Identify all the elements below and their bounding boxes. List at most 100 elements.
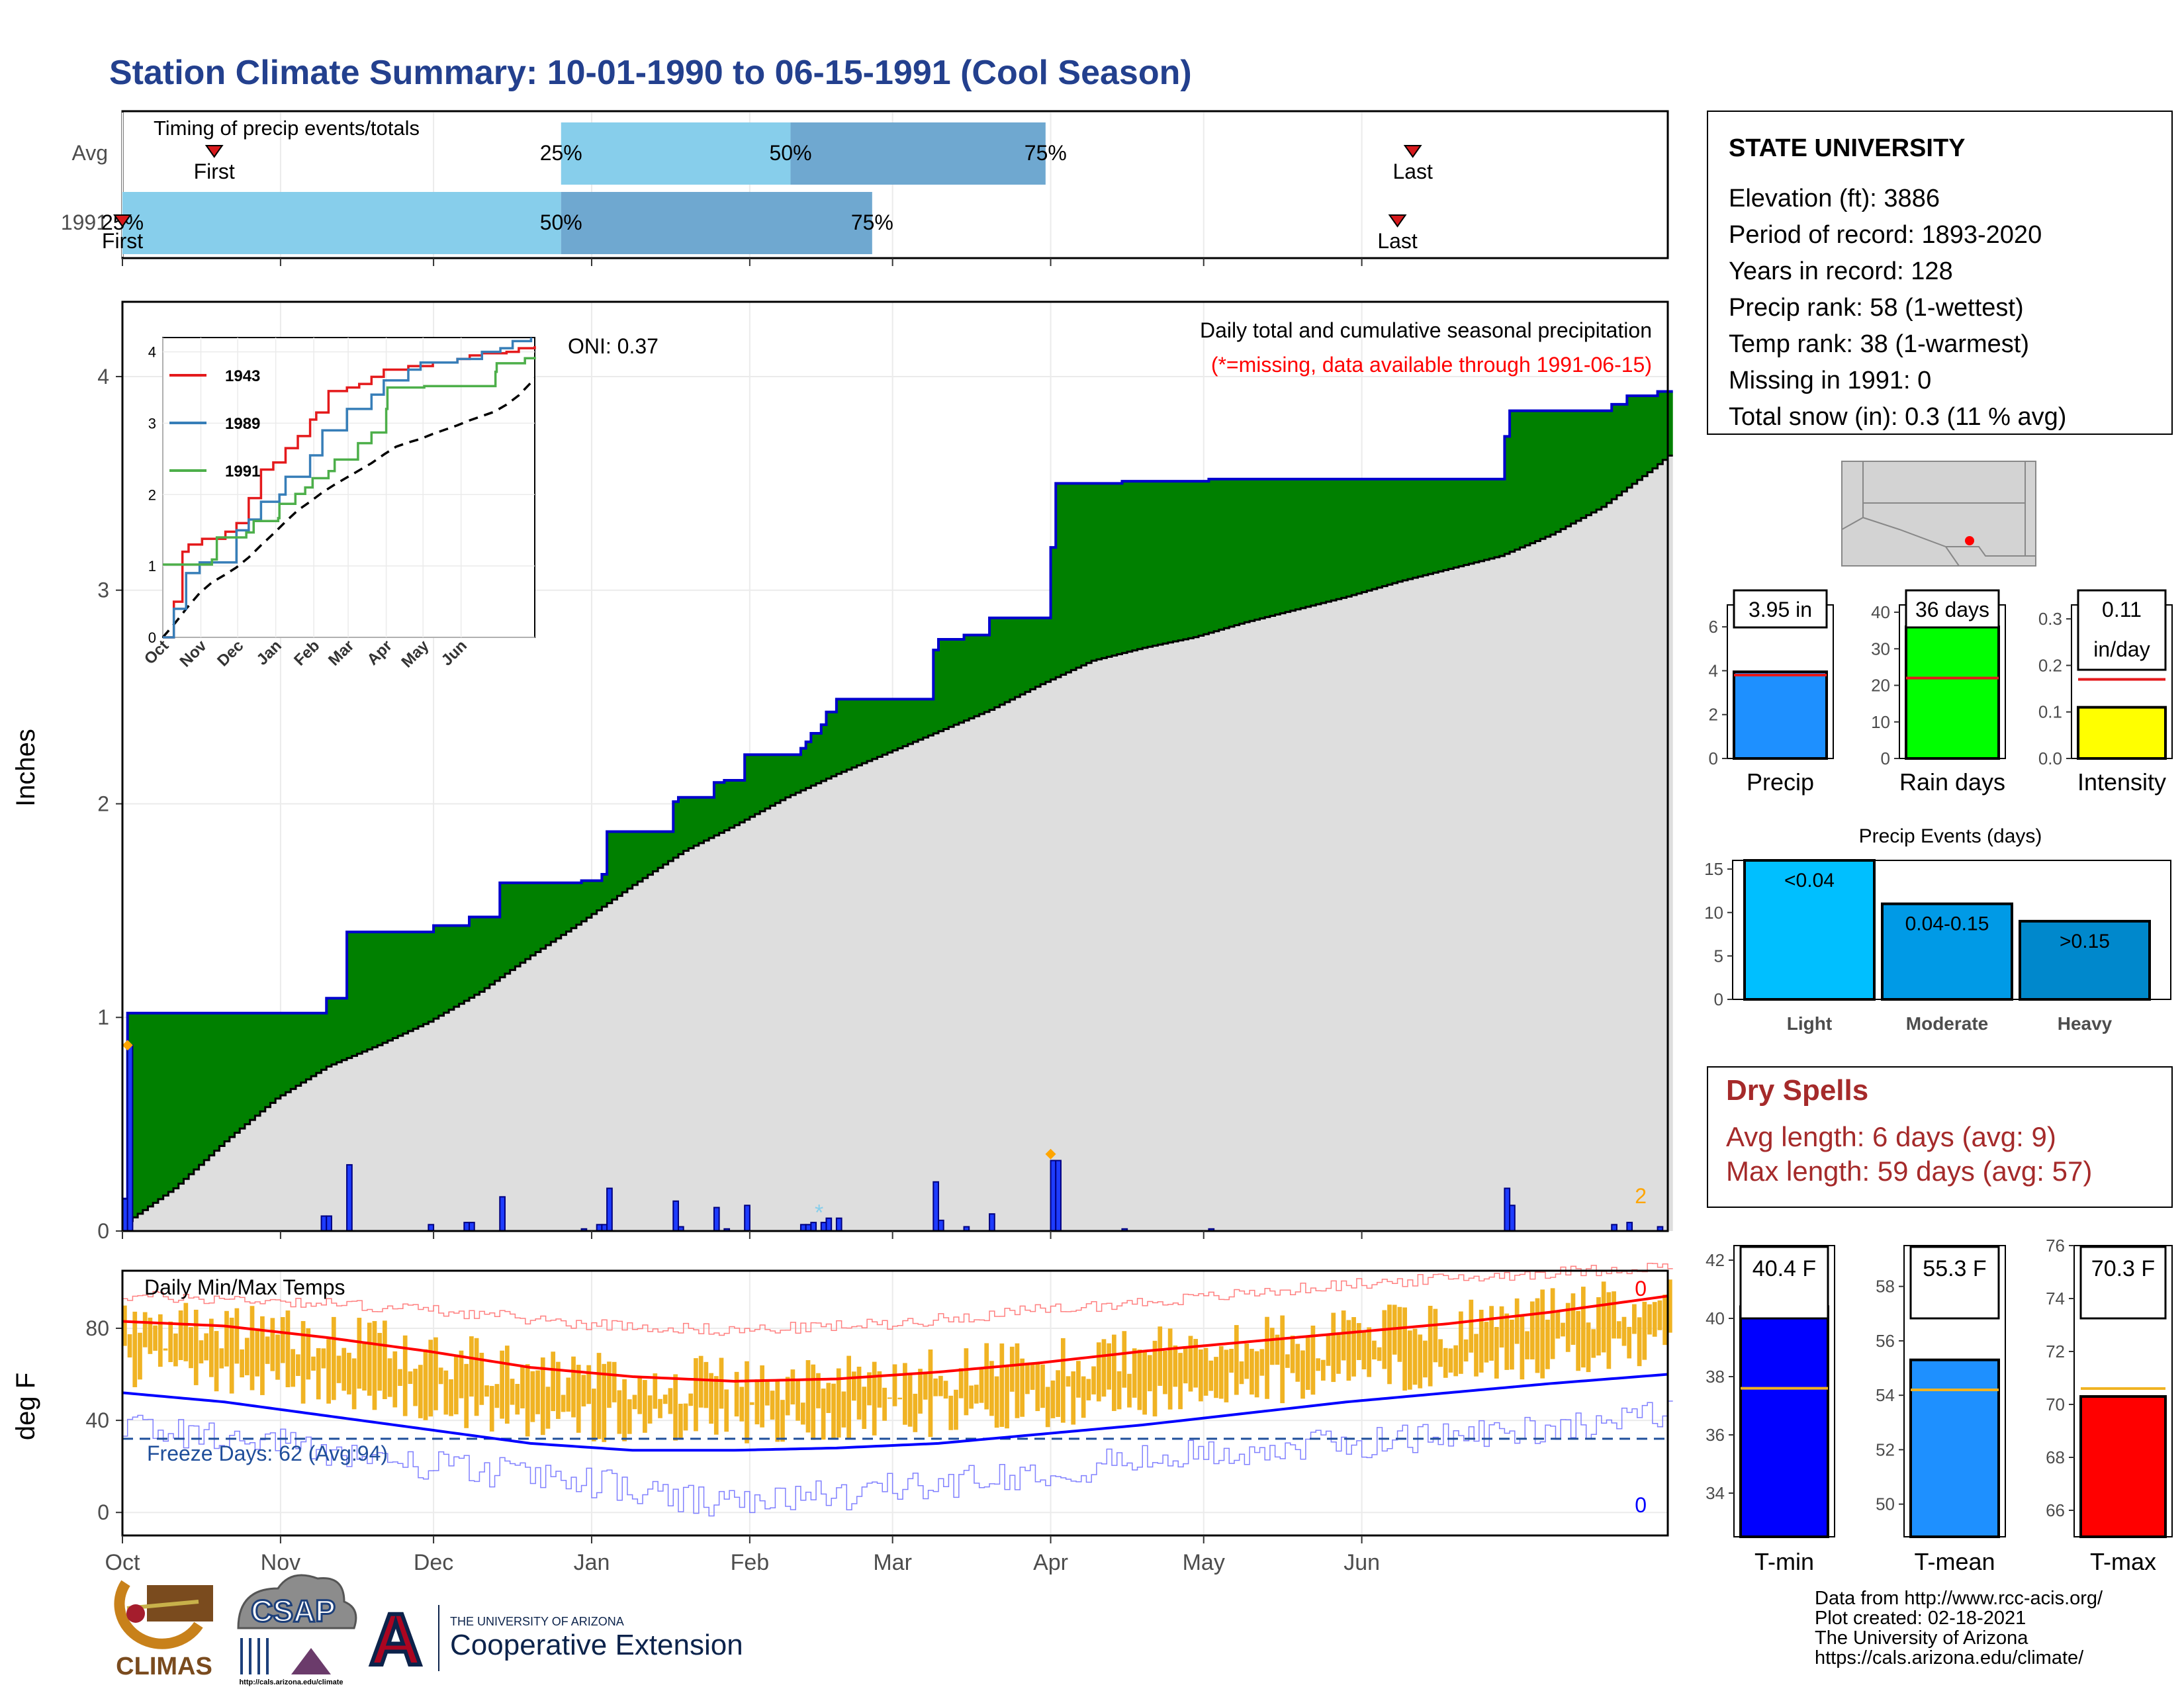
record-min-line	[122, 1400, 1673, 1517]
daily-temp-range-bar	[602, 1363, 607, 1442]
daily-temp-range-bar	[607, 1361, 612, 1408]
timing-quantile-label: 75%	[851, 210, 893, 234]
daily-temp-range-bar	[673, 1374, 678, 1441]
daily-temp-range-bar	[984, 1343, 989, 1410]
daily-temp-range-bar	[1459, 1311, 1463, 1374]
tempbar-ytick-label: 58	[1876, 1277, 1895, 1297]
daily-temp-range-bar	[484, 1385, 489, 1397]
tempbar-ytick-label: 36	[1706, 1425, 1725, 1445]
daily-temp-range-bar	[938, 1375, 943, 1396]
daily-temp-range-bar	[1621, 1316, 1627, 1346]
daily-temp-range-bar	[928, 1349, 933, 1438]
daily-temp-range-bar	[596, 1353, 602, 1440]
daily-temp-range-bar	[1326, 1334, 1331, 1366]
daily-temp-range-bar	[260, 1316, 265, 1395]
daily-temp-range-bar	[556, 1361, 561, 1419]
summary-value-label-Precip: 3.95 in	[1749, 598, 1812, 621]
inset-frame	[162, 337, 535, 638]
map-state-borders	[1841, 461, 2036, 567]
average-cumulative-area	[122, 455, 1673, 1231]
summary-bar-Precip	[1733, 670, 1828, 760]
daily-temp-range-bar	[300, 1321, 306, 1404]
daily-temp-range-bar	[1081, 1376, 1086, 1418]
daily-temp-range-bar	[244, 1338, 250, 1375]
ua-small-text: THE UNIVERSITY OF ARIZONA	[450, 1615, 624, 1628]
daily-temp-range-bar	[678, 1403, 683, 1440]
events-category-label-Light: Light	[1787, 1013, 1832, 1034]
daily-precip-bar	[1509, 1205, 1516, 1232]
tempbar-ytick-label: 70	[2046, 1394, 2065, 1414]
daily-temp-range-bar	[1035, 1363, 1040, 1412]
timing-quantile-label: 50%	[540, 210, 582, 234]
daily-temp-range-bar	[1214, 1357, 1218, 1398]
daily-temp-range-bar	[1244, 1343, 1250, 1379]
daily-temp-range-bar	[1107, 1343, 1112, 1390]
daily-temp-range-bar	[1254, 1351, 1259, 1398]
daily-temp-range-bar	[979, 1368, 984, 1403]
timing-marker-first	[205, 145, 224, 158]
daily-temp-range-bar	[148, 1317, 153, 1354]
daily-temp-range-bar	[1142, 1351, 1147, 1415]
daily-temp-range-bar	[851, 1371, 856, 1401]
precip-events-chart: 0 5 10 15 <0.04 Light 0.04-0.15 Moderate >0.15 He…	[1704, 859, 2171, 1034]
daily-temp-range-bar	[255, 1328, 260, 1377]
daily-temp-range-bar	[612, 1361, 617, 1402]
daily-temp-range-bar	[637, 1376, 643, 1414]
daily-temp-range-bar	[1540, 1289, 1545, 1379]
summary-category-label-Rain days: Rain days	[1899, 768, 2005, 796]
cumulative-1991-line	[122, 390, 1673, 1201]
daily-temp-range-bar	[1510, 1319, 1514, 1370]
daily-temp-range-bar	[1091, 1366, 1096, 1394]
daily-temp-range-bar	[1586, 1322, 1591, 1373]
climas-logo-text: CLIMAS	[116, 1653, 212, 1680]
daily-temp-range-bar	[974, 1385, 979, 1404]
station-location-map	[1841, 461, 2036, 567]
daily-temp-range-bar	[1591, 1329, 1596, 1358]
daily-temp-range-bar	[1535, 1298, 1540, 1373]
daily-temp-range-bar	[219, 1348, 224, 1369]
daily-temp-range-bar	[836, 1368, 841, 1438]
daily-precip-bar	[989, 1213, 995, 1232]
daily-temp-range-bar	[826, 1383, 831, 1413]
daily-temp-range-bar	[433, 1337, 438, 1410]
daily-temp-range-bar	[265, 1336, 270, 1364]
station-info-lines: Elevation (ft): 3886 Period of record: 18…	[1729, 185, 2066, 431]
daily-temp-range-bar	[1601, 1281, 1606, 1353]
daily-precip-bar	[499, 1196, 506, 1232]
daily-temp-range-bar	[627, 1399, 632, 1434]
timing-row-label-1991: 1991	[61, 210, 108, 234]
chart-title: Station Climate Summary: 10-01-1990 to 0…	[109, 54, 1192, 92]
daily-temp-range-bar	[688, 1393, 694, 1406]
daily-precip-bar	[1050, 1160, 1057, 1232]
daily-temp-range-bar	[224, 1310, 229, 1367]
tempbar-ytick-label: 42	[1706, 1250, 1725, 1270]
timing-row-label-Avg: Avg	[71, 141, 108, 165]
daily-temp-range-bar	[545, 1387, 551, 1429]
inset-series-line-1989	[163, 338, 533, 639]
daily-temp-range-bar	[1632, 1304, 1637, 1334]
daily-precip-bar	[320, 1215, 328, 1232]
daily-temp-range-bar	[1132, 1348, 1137, 1398]
events-bar-label-Heavy: >0.15	[2060, 931, 2110, 952]
daily-temp-range-bar	[372, 1321, 377, 1410]
station-info-line: Precip rank: 58 (1-wettest)	[1729, 294, 2024, 322]
daily-temp-range-bar	[423, 1349, 428, 1420]
tempbar-ytick-label: 52	[1876, 1440, 1895, 1459]
daily-temp-range-bar	[1529, 1301, 1535, 1359]
summary-bar-Rain days	[1905, 625, 2000, 760]
summary-ytick-label: 0.0	[2038, 749, 2062, 768]
daily-temp-range-bar	[785, 1377, 790, 1416]
daily-temp-range-bar	[357, 1318, 362, 1389]
daily-temp-range-bar	[1005, 1365, 1009, 1429]
daily-temp-range-bar	[418, 1365, 423, 1418]
daily-temp-range-bar	[341, 1348, 347, 1391]
daily-temp-range-bar	[1290, 1336, 1295, 1373]
daily-temp-range-bar	[132, 1311, 138, 1387]
daily-temp-range-bar	[683, 1403, 688, 1431]
timing-marker-first	[113, 214, 132, 228]
inset-ytick-label: 4	[148, 344, 156, 361]
events-ytick-label: 0	[1714, 989, 1723, 1009]
month-label-Mar: Mar	[873, 1550, 912, 1575]
daily-precip-bar	[835, 1217, 842, 1232]
daily-temp-range-bar	[1453, 1345, 1459, 1377]
